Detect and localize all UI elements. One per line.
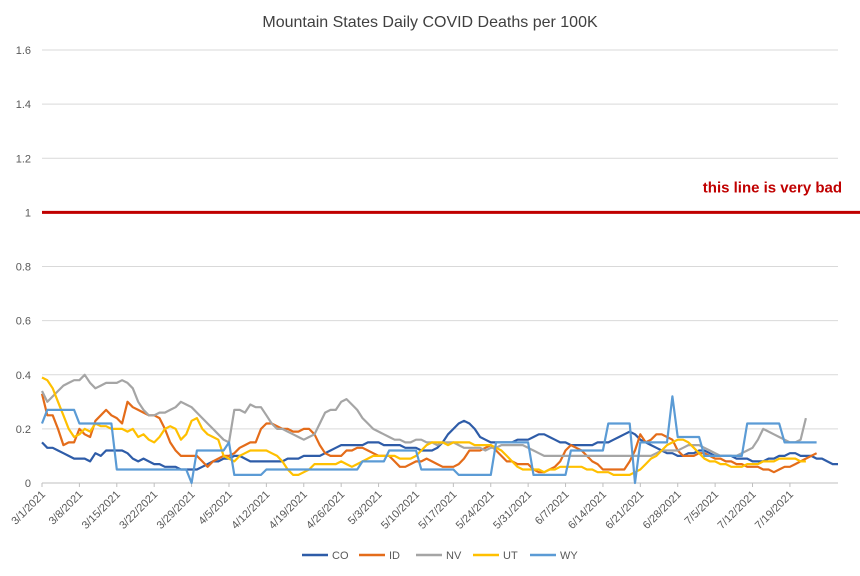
x-tick-label: 3/22/2021 xyxy=(117,489,160,532)
x-tick-label: 6/7/2021 xyxy=(533,489,572,528)
y-tick-label: 1.6 xyxy=(16,45,31,57)
y-tick-label: 0.4 xyxy=(16,370,31,382)
x-tick-label: 5/10/2021 xyxy=(379,489,422,532)
x-tick-label: 3/1/2021 xyxy=(9,489,48,528)
x-tick-label: 4/12/2021 xyxy=(229,489,272,532)
x-tick-label: 7/12/2021 xyxy=(716,489,759,532)
reference-line-label: this line is very bad xyxy=(703,179,842,196)
x-tick-label: 6/14/2021 xyxy=(566,489,609,532)
x-tick-label: 5/3/2021 xyxy=(346,489,385,528)
x-tick-label: 5/31/2021 xyxy=(491,489,534,532)
y-tick-label: 0.8 xyxy=(16,262,31,274)
y-axis-ticks: 0 0.2 0.4 0.6 0.8 1 1.2 1.4 1.6 xyxy=(16,45,31,490)
legend-label: ID xyxy=(389,550,400,562)
legend-label: UT xyxy=(503,550,518,562)
x-tick-label: 6/21/2021 xyxy=(603,489,646,532)
series-line-nv xyxy=(41,373,807,457)
x-axis-ticks: 3/1/20213/8/20213/15/20213/22/20213/29/2… xyxy=(9,483,796,532)
gridlines xyxy=(42,49,838,484)
y-tick-label: 0.6 xyxy=(16,316,31,328)
x-tick-label: 4/5/2021 xyxy=(196,489,235,528)
legend-label: CO xyxy=(332,550,349,562)
series-line-ut xyxy=(41,376,806,476)
x-tick-label: 3/29/2021 xyxy=(155,489,198,532)
y-tick-label: 1.4 xyxy=(16,99,31,111)
x-tick-label: 3/15/2021 xyxy=(80,489,123,532)
y-tick-label: 0.2 xyxy=(16,424,31,436)
reference-line-group: this line is very bad xyxy=(42,179,860,214)
legend-label: NV xyxy=(446,550,462,562)
x-tick-label: 6/28/2021 xyxy=(641,489,684,532)
y-tick-label: 1 xyxy=(25,207,31,219)
y-tick-label: 1.2 xyxy=(16,153,31,165)
series-lines xyxy=(40,373,838,485)
x-tick-label: 5/24/2021 xyxy=(454,489,497,532)
legend-label: WY xyxy=(560,550,578,562)
series-line-id xyxy=(40,393,818,474)
x-tick-label: 7/19/2021 xyxy=(753,489,796,532)
legend: CO ID NV UT WY xyxy=(302,550,578,562)
x-tick-label: 4/26/2021 xyxy=(304,489,347,532)
x-tick-label: 3/8/2021 xyxy=(47,489,86,528)
chart-title: Mountain States Daily COVID Deaths per 1… xyxy=(262,14,598,31)
series-line-co xyxy=(41,419,838,471)
x-tick-label: 5/17/2021 xyxy=(416,489,459,532)
series-line-wy xyxy=(40,395,817,485)
y-tick-label: 0 xyxy=(25,478,31,490)
x-tick-label: 4/19/2021 xyxy=(267,489,310,532)
x-tick-label: 7/5/2021 xyxy=(682,489,721,528)
